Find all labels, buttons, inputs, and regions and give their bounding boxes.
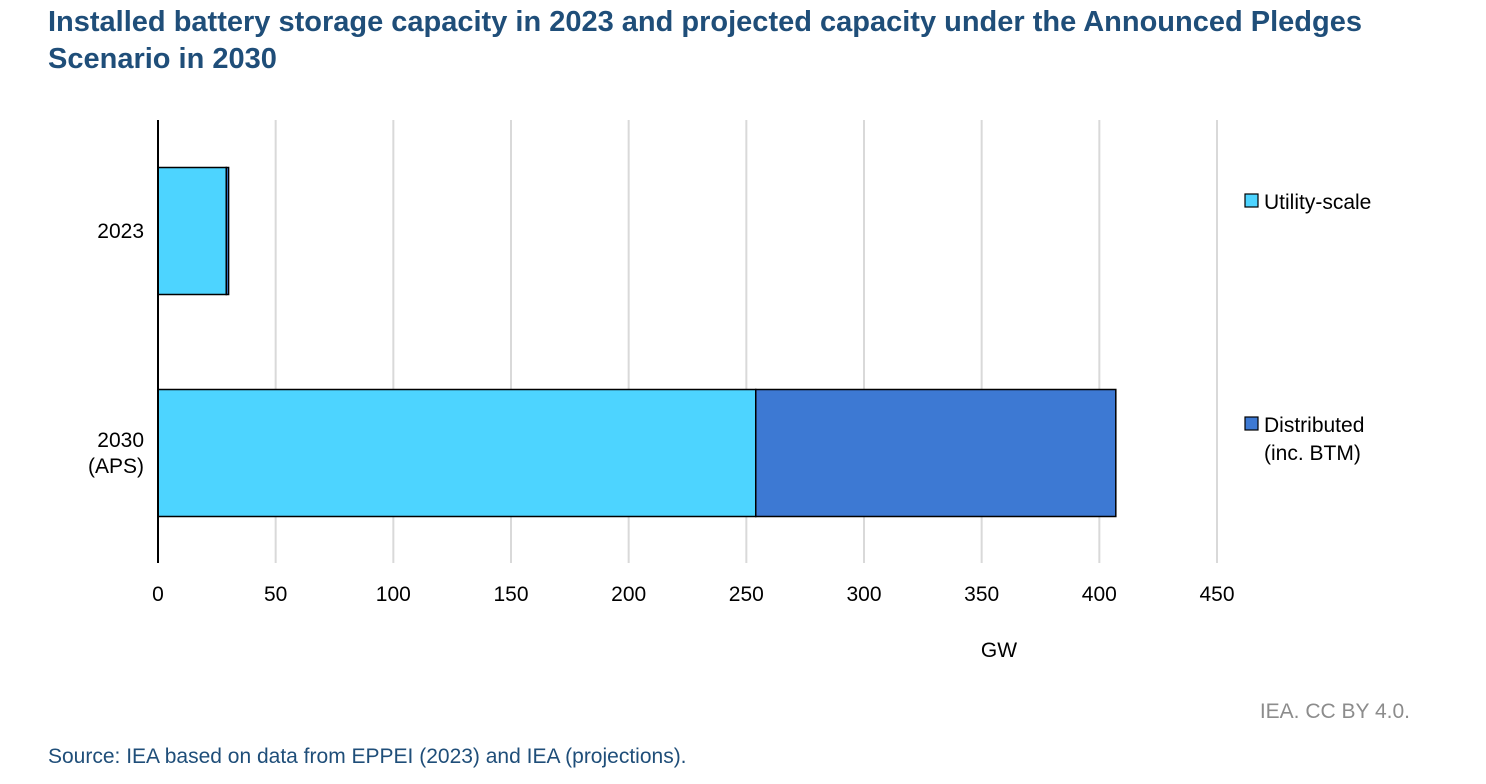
legend-swatch-0	[1244, 193, 1259, 208]
y-tick-label: 2030	[97, 429, 144, 452]
x-tick-label: 350	[964, 583, 999, 606]
x-tick-label: 400	[1082, 583, 1117, 606]
bars	[157, 166, 1117, 518]
bar-2030-aps-series-0	[157, 388, 757, 518]
bar-2023-series-0	[157, 166, 227, 296]
x-tick-label: 150	[493, 583, 528, 606]
axes: 2023 2030 (APS) 0 50 100 150 200 250 300 350 400 450…	[88, 120, 1235, 662]
legend: Utility-scale Distributed (inc. BTM)	[1244, 191, 1371, 465]
x-tick-label: 250	[729, 583, 764, 606]
legend-label-1: Distributed	[1264, 414, 1364, 437]
x-tick-label: 50	[264, 583, 287, 606]
x-tick-label: 300	[846, 583, 881, 606]
x-tick-label: 0	[152, 583, 164, 606]
bar-2030-aps-series-1	[754, 388, 1117, 518]
chart-title: Installed battery storage capacity in 20…	[48, 6, 1362, 75]
y-tick-label: 2023	[97, 220, 144, 243]
legend-label-1: (inc. BTM)	[1264, 442, 1361, 465]
x-tick-label: 200	[611, 583, 646, 606]
x-tick-label: 100	[376, 583, 411, 606]
license-credit: IEA. CC BY 4.0.	[1259, 700, 1410, 723]
y-tick-label: (APS)	[88, 455, 144, 478]
x-axis-title: GW	[981, 639, 1017, 662]
legend-swatch-1	[1244, 416, 1259, 431]
bar-2023-series-1	[225, 166, 230, 296]
legend-label-0: Utility-scale	[1264, 191, 1371, 214]
x-tick-label: 450	[1199, 583, 1234, 606]
source-note: Source: IEA based on data from EPPEI (20…	[48, 745, 687, 768]
